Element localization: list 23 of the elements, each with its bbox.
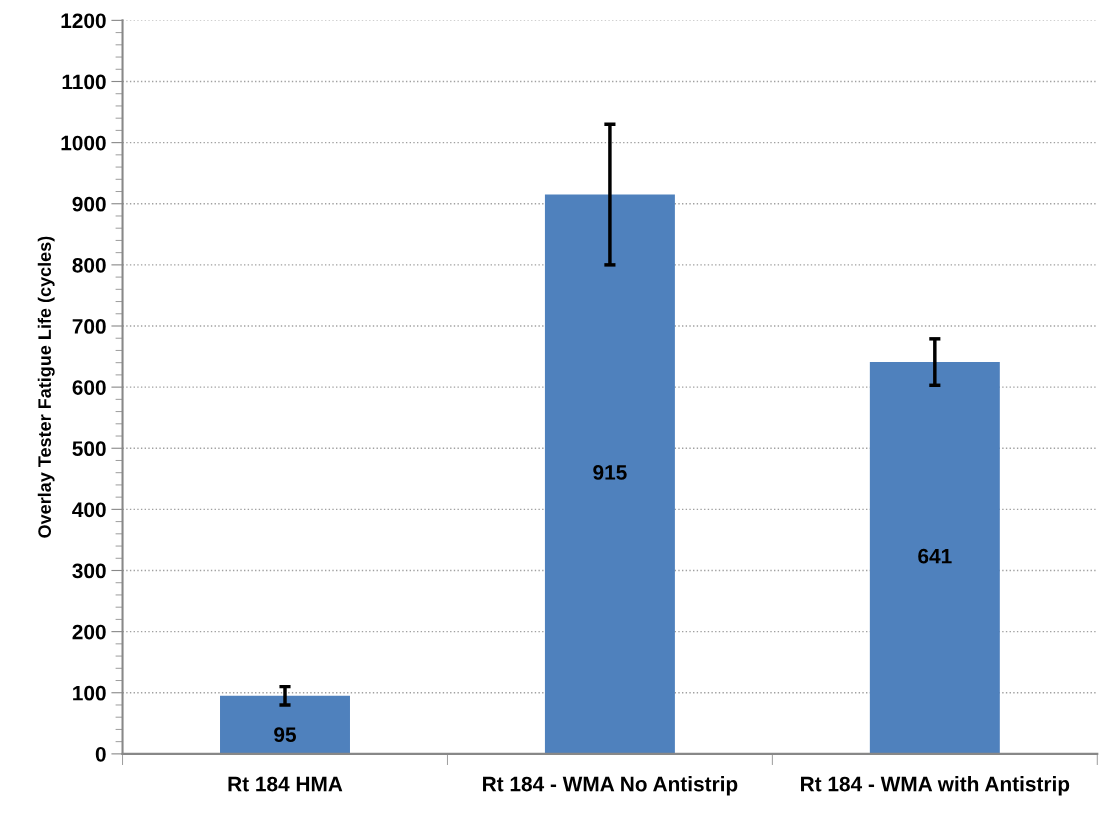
data-label: 95 [274, 727, 297, 743]
y-axis-title: Overlay Tester Fatigue Life (cycles) [37, 236, 55, 538]
y-tick-label: 1100 [62, 74, 106, 90]
y-tick-label: 500 [72, 441, 106, 456]
y-tick-label: 1200 [61, 13, 106, 29]
data-label: 915 [593, 465, 627, 480]
data-label: 641 [918, 548, 952, 564]
y-tick-label: 400 [72, 502, 106, 518]
bar [220, 695, 350, 754]
x-tick-label: Rt 184 HMA [228, 776, 343, 792]
y-tick-label: 0 [95, 746, 106, 762]
bar [544, 194, 675, 754]
y-tick-label: 900 [72, 196, 106, 212]
y-tick-label: 700 [72, 319, 106, 334]
y-tick-label: 100 [73, 685, 106, 701]
y-tick-label: 600 [72, 380, 106, 395]
y-tick-label: 800 [72, 257, 106, 273]
y-tick-label: 200 [72, 624, 106, 640]
bar [869, 362, 1000, 754]
x-tick-label: Rt 184 - WMA with Antistrip [801, 776, 1070, 796]
y-tick-label: 300 [72, 563, 106, 579]
x-tick-label: Rt 184 - WMA No Antistrip [483, 776, 738, 796]
y-tick-label: 1000 [61, 135, 106, 151]
